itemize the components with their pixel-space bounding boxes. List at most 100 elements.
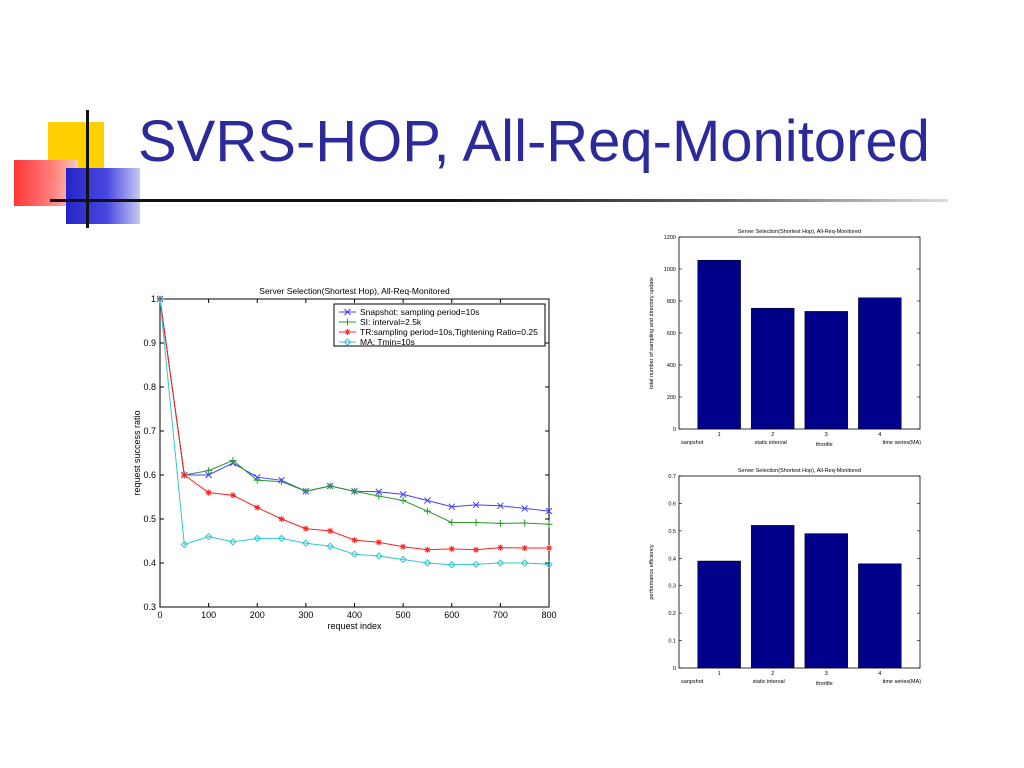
series-3-point <box>327 527 334 534</box>
series-1-point <box>375 488 383 496</box>
y-tick-label: 0.4 <box>668 556 676 562</box>
line-chart-ylabel: request success ratio <box>132 410 142 495</box>
y-tick-label: 0.2 <box>668 611 676 617</box>
bar-chart-ylabel: performance efficiency <box>649 544 655 599</box>
series-1-point <box>545 507 553 515</box>
series-4-point <box>520 559 529 567</box>
series-2-point <box>545 520 553 528</box>
bar-3 <box>804 533 848 669</box>
x-tick-label: 700 <box>493 610 508 620</box>
bar-4 <box>858 563 902 669</box>
bar-chart-ylabel: total number of sampling and directory u… <box>649 277 655 389</box>
line-chart-xlabel: request index <box>327 621 382 631</box>
series-4-point <box>156 295 164 303</box>
y-tick-label: 0.8 <box>143 382 156 392</box>
category-name-label: static interval <box>753 679 785 685</box>
category-name-label: throttle <box>816 442 833 448</box>
series-3-point <box>424 546 431 553</box>
legend-marker <box>343 338 352 346</box>
series-2-point <box>448 519 456 527</box>
series-1-point <box>205 471 212 479</box>
series-4-point <box>253 534 261 543</box>
series-4-point <box>472 560 480 569</box>
y-tick-label: 0.6 <box>668 501 676 507</box>
x-tick-label: 400 <box>347 610 362 620</box>
bar-4 <box>858 297 902 430</box>
y-tick-label: 0.3 <box>668 584 676 590</box>
series-3-point <box>181 472 188 478</box>
series-2-point <box>205 467 213 475</box>
category-name-label: throttle <box>816 681 833 687</box>
series-line-4 <box>159 298 550 566</box>
series-3-point <box>351 537 358 544</box>
y-tick-label: 0.4 <box>143 558 156 568</box>
series-1-point <box>497 502 504 510</box>
series-2-point <box>278 478 286 486</box>
series-3-point <box>400 543 407 550</box>
legend-marker <box>344 318 351 326</box>
y-tick-label: 400 <box>667 363 676 369</box>
x-tick-label: 4 <box>878 432 881 438</box>
y-tick-label: 0.9 <box>143 338 156 348</box>
series-2-point <box>302 487 310 495</box>
series-2-point <box>375 492 383 500</box>
y-tick-label: 0.5 <box>143 514 156 524</box>
bar-chart-title: Server Selection(Shortest Hop), All-Req-… <box>738 229 861 235</box>
y-tick-label: 0 <box>673 427 676 433</box>
x-tick-label: 3 <box>825 671 828 677</box>
series-3-point <box>546 545 552 552</box>
bar-1 <box>697 259 741 430</box>
series-4-point <box>229 538 237 546</box>
x-tick-label: 4 <box>878 671 881 677</box>
y-tick-label: 0.5 <box>668 529 676 535</box>
x-tick-label: 2 <box>771 432 774 438</box>
bar-1 <box>697 560 741 669</box>
series-3-point <box>205 489 212 496</box>
y-tick-label: 1200 <box>664 235 676 241</box>
decor-vertical-line <box>86 110 89 228</box>
x-tick-label: 3 <box>825 432 828 438</box>
decor-horizontal-rule <box>50 199 948 202</box>
x-tick-label: 2 <box>771 671 774 677</box>
legend-marker <box>344 329 351 335</box>
x-tick-label: 100 <box>201 610 216 620</box>
x-tick-label: 200 <box>250 610 265 620</box>
series-2-point <box>399 497 407 505</box>
x-tick-label: 1 <box>718 671 721 677</box>
line-plot-frame <box>159 298 550 608</box>
decor-blue-block <box>66 168 140 224</box>
series-4-point <box>375 552 383 560</box>
series-3-point <box>254 504 261 511</box>
y-tick-label: 600 <box>667 331 676 337</box>
x-tick-label: 600 <box>444 610 459 620</box>
y-tick-label: 0.1 <box>668 639 676 645</box>
category-name-label: sanpshot <box>681 679 704 685</box>
category-name-label: static interval <box>755 440 787 446</box>
series-2-point <box>229 456 237 464</box>
series-3-point <box>497 544 504 551</box>
series-4-point <box>448 561 456 569</box>
category-name-label: sanpshot <box>681 440 704 446</box>
legend-entry: SI: interval=2.5k <box>360 317 422 327</box>
x-tick-label: 0 <box>157 610 162 620</box>
x-tick-label: 1 <box>718 432 721 438</box>
category-name-label: time series(MA) <box>883 679 922 685</box>
series-2-point <box>423 507 431 515</box>
series-1-point <box>424 497 431 504</box>
x-tick-label: 500 <box>396 610 411 620</box>
series-4-point <box>399 555 407 564</box>
series-2-point <box>351 487 358 495</box>
bar-3 <box>804 311 848 430</box>
series-3-point <box>375 539 382 546</box>
y-tick-label: 0.7 <box>668 474 676 480</box>
series-3-point <box>278 516 285 522</box>
series-4-point <box>326 542 334 550</box>
series-4-point <box>302 539 310 547</box>
series-4-point <box>350 550 359 558</box>
legend-entry: TR:sampling period=10s,Tightening Ratio=… <box>360 327 538 337</box>
series-2-point <box>496 519 504 527</box>
series-4-point <box>496 559 505 567</box>
series-4-point <box>423 559 432 567</box>
bar-2 <box>751 525 795 669</box>
